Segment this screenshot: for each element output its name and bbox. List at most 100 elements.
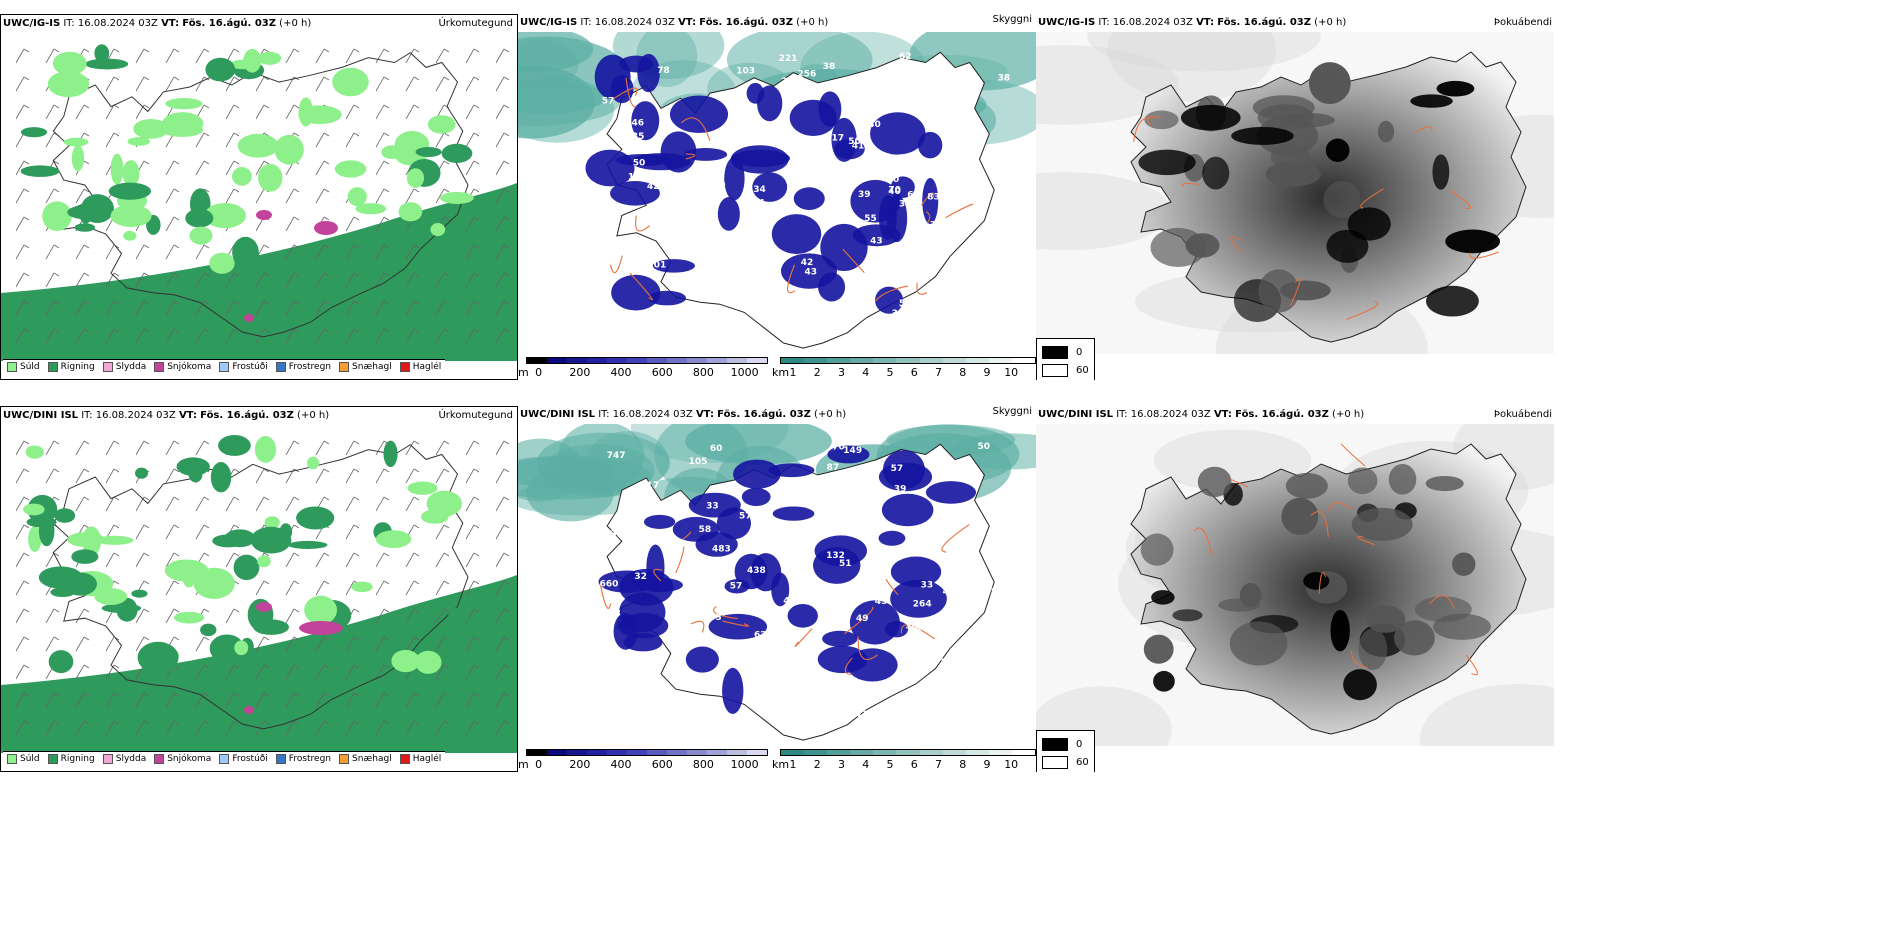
wind-barb xyxy=(165,496,180,512)
wind-barb xyxy=(105,328,120,344)
road-line xyxy=(635,215,651,232)
road-line xyxy=(609,255,623,274)
wind-barb xyxy=(465,580,480,596)
wind-barb xyxy=(15,524,30,540)
precip-cell xyxy=(94,44,110,63)
wind-barb xyxy=(75,692,90,708)
wind-barb xyxy=(165,188,180,204)
fog-area xyxy=(1388,463,1417,495)
fog-area xyxy=(1265,161,1321,187)
ceiling-value-label: 40 xyxy=(783,597,796,607)
wind-barb xyxy=(105,132,120,148)
precip-cell xyxy=(67,204,111,220)
wind-barb xyxy=(195,496,210,512)
road-line xyxy=(675,546,685,574)
legend-label: Rigning xyxy=(60,754,95,764)
wind-barb xyxy=(375,244,390,260)
ceiling-value-label: 48 xyxy=(608,609,621,619)
wind-barb xyxy=(465,468,480,484)
wind-barb xyxy=(45,720,60,736)
wind-barb xyxy=(315,272,330,288)
colorbar-segment xyxy=(727,358,747,363)
colorbar-segment xyxy=(942,750,966,755)
wind-barb xyxy=(495,524,510,540)
ceiling-value-label: 38 xyxy=(823,62,836,72)
wind-barb xyxy=(225,104,240,120)
low-ceiling-area xyxy=(833,138,865,160)
wind-barb xyxy=(195,300,210,316)
precip-cell xyxy=(38,515,55,547)
precip-cell xyxy=(20,165,60,177)
colorbar-segment xyxy=(647,358,667,363)
low-ceiling-area xyxy=(822,630,858,647)
fog-area xyxy=(1347,467,1378,495)
road-line xyxy=(1340,443,1366,467)
ceiling-value-label: 60 xyxy=(710,444,723,454)
precip-cell xyxy=(94,588,128,605)
fog-area xyxy=(1452,552,1476,576)
wind-barb xyxy=(225,552,240,568)
wind-barb xyxy=(45,48,60,64)
fog-area xyxy=(1138,149,1196,176)
wind-barb xyxy=(405,48,420,64)
fog-area xyxy=(1281,112,1335,128)
ceiling-value-label: 87 xyxy=(827,463,840,473)
wind-barb xyxy=(45,608,60,624)
legend-item: Frostúði xyxy=(219,362,268,372)
wind-barb xyxy=(225,328,240,344)
wind-barb xyxy=(255,636,270,652)
wind-barb xyxy=(285,48,300,64)
legend-item: Slydda xyxy=(102,754,146,764)
wind-barb xyxy=(15,552,30,568)
low-ceiling-area xyxy=(827,445,870,464)
colorbar-unit: m xyxy=(518,758,529,771)
wind-barb xyxy=(285,328,300,344)
wind-barb xyxy=(195,272,210,288)
ceiling-value-label: 36 xyxy=(940,678,953,688)
road-line xyxy=(1465,654,1478,676)
ceiling-value-label: 256 xyxy=(798,69,817,79)
wind-barb xyxy=(105,496,120,512)
precip-cell xyxy=(375,530,412,549)
wind-barb xyxy=(435,552,450,568)
legend-item: Súld xyxy=(7,362,40,372)
colorbar-tick-label: 600 xyxy=(651,366,673,379)
precip-cell xyxy=(67,532,105,548)
haze-area xyxy=(1107,32,1276,102)
ceiling-colorbar: m 0 200 400 600 800 1000 xyxy=(518,749,768,771)
colorbar-segment xyxy=(627,358,647,363)
ceiling-value-label: 60 xyxy=(952,462,965,472)
precip-cell xyxy=(133,118,169,139)
precip-cell xyxy=(347,187,367,207)
wind-barb xyxy=(255,272,270,288)
wind-barb xyxy=(345,552,360,568)
ceiling-value-label: 54 xyxy=(844,82,857,92)
legend-swatch xyxy=(1042,345,1068,359)
wind-barb xyxy=(375,76,390,92)
precip-cell xyxy=(430,223,446,237)
low-ceiling-area xyxy=(752,172,788,202)
snow-cell xyxy=(256,602,272,612)
precip-cell xyxy=(351,581,373,593)
ceiling-value-label: 54 xyxy=(624,554,637,564)
ceiling-value-label: 149 xyxy=(843,446,862,456)
visibility-colorbar: km 1 2 3 4 5 6 7 8 9 10 xyxy=(772,749,1036,771)
legend-item: Snæhagl xyxy=(339,362,392,372)
wind-barb xyxy=(315,664,330,680)
road-line xyxy=(685,153,696,160)
wind-barb xyxy=(345,300,360,316)
wind-barb xyxy=(45,552,60,568)
ceiling-value-label: 50 xyxy=(848,137,861,147)
colorbar-tick-label: 200 xyxy=(569,758,591,771)
ceiling-value-label: 34 xyxy=(814,710,827,720)
wind-barb xyxy=(345,468,360,484)
ceiling-value-label: 55 xyxy=(864,214,877,224)
legend-item: 60 xyxy=(1042,753,1089,771)
wind-barb xyxy=(465,300,480,316)
rain-area xyxy=(1,183,517,361)
wind-barb xyxy=(375,188,390,204)
precip-cell xyxy=(406,168,425,188)
precip-cell xyxy=(332,67,369,97)
low-ceiling-area xyxy=(818,91,842,128)
ceiling-value-label: 39 xyxy=(985,587,998,597)
